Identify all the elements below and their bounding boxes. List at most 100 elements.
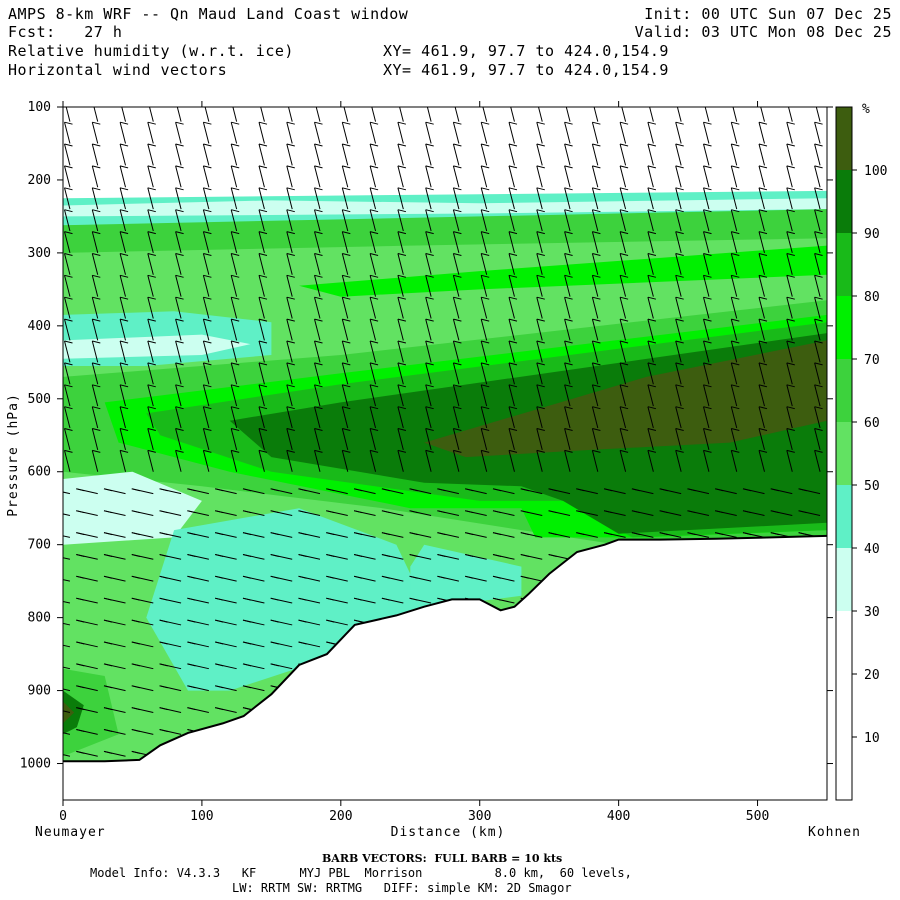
wind-barb-feather <box>286 143 295 147</box>
wind-barb-feather <box>65 100 73 102</box>
wind-barb-feather <box>314 209 323 213</box>
wind-barb <box>91 297 99 319</box>
wind-barb-feather <box>465 510 474 514</box>
wind-barb-feather <box>742 488 752 492</box>
wind-barb-feather <box>369 340 379 344</box>
y-tick-label: 800 <box>28 611 51 626</box>
wind-barb <box>64 297 71 319</box>
wind-barb <box>341 209 349 232</box>
wind-barb <box>314 122 321 144</box>
wind-barb-feather <box>64 296 73 300</box>
wind-barb <box>175 209 182 232</box>
wind-barb <box>814 406 821 429</box>
wind-barb <box>758 428 765 450</box>
wind-barb <box>452 450 460 472</box>
wind-barb-feather <box>536 209 545 213</box>
wind-barb-feather <box>592 121 601 125</box>
wind-barb-feather <box>398 100 406 102</box>
wind-barb <box>341 450 349 472</box>
wind-barb <box>452 340 460 363</box>
wind-barb <box>147 107 154 122</box>
wind-barb-feather <box>453 362 462 366</box>
wind-barb-feather <box>286 296 295 300</box>
wind-barb <box>508 107 515 122</box>
wind-barb <box>314 187 321 210</box>
wind-barb <box>508 187 515 210</box>
wind-barb-feather <box>647 428 657 431</box>
wind-barb-feather <box>64 449 73 453</box>
wind-barb-feather <box>592 274 601 278</box>
wind-barb <box>341 187 349 210</box>
wind-barb-feather <box>381 597 391 601</box>
wind-barb-feather <box>631 488 641 492</box>
wind-barb-feather <box>814 165 823 169</box>
wind-barb-feather <box>270 554 279 557</box>
wind-barb <box>258 209 265 232</box>
wind-barb-feather <box>492 510 502 514</box>
wind-barb-feather <box>564 143 573 147</box>
wind-barb <box>675 297 682 319</box>
wind-barb-feather <box>369 165 379 169</box>
wind-barb <box>369 165 377 188</box>
wind-barb-feather <box>619 384 629 388</box>
wind-barb-feather <box>159 554 168 557</box>
wind-barb <box>591 428 599 450</box>
wind-barb-feather <box>369 253 379 256</box>
wind-barb <box>258 275 265 297</box>
wind-barb-feather <box>592 165 601 169</box>
wind-barb-feather <box>564 165 573 169</box>
wind-barb <box>619 107 627 122</box>
wind-barb <box>91 107 99 122</box>
wind-barb <box>536 384 543 407</box>
colorbar-segment <box>836 674 852 737</box>
wind-barb-feather <box>687 510 696 514</box>
wind-barb-feather <box>703 406 712 410</box>
wind-barb-feather <box>425 362 434 366</box>
wind-barb <box>480 297 488 319</box>
wind-barb-feather <box>453 428 462 431</box>
wind-barb-feather <box>231 253 240 256</box>
wind-barb <box>369 318 377 341</box>
wind-barb-feather <box>536 362 545 366</box>
wind-barb <box>341 275 349 297</box>
wind-barb-feather <box>603 532 613 536</box>
wind-barb <box>397 362 404 385</box>
wind-barb-feather <box>215 707 224 711</box>
wind-barb <box>286 450 293 472</box>
wind-barb <box>425 428 432 450</box>
wind-barb-feather <box>409 532 418 536</box>
wind-barb <box>564 318 571 341</box>
wind-barb <box>703 275 710 297</box>
wind-barb <box>758 107 765 122</box>
wind-barb-feather <box>758 340 768 344</box>
wind-barb-feather <box>49 576 57 578</box>
wind-barb-feather <box>731 121 740 125</box>
wind-barb <box>230 187 238 210</box>
wind-barb-feather <box>397 340 407 344</box>
wind-barb-feather <box>103 729 113 732</box>
wind-barb <box>202 318 210 341</box>
colorbar-tick-label: 90 <box>864 227 880 242</box>
x-tick-label: 100 <box>190 809 213 824</box>
wind-barb-feather <box>564 318 573 322</box>
wind-barb <box>258 231 265 254</box>
wind-barb-feather <box>314 362 323 366</box>
wind-barb-feather <box>203 143 212 147</box>
x-axis: 0 100 200 300 400 500 <box>59 101 769 824</box>
wind-barb <box>703 187 710 210</box>
wind-barb-feather <box>286 362 295 366</box>
wind-barb <box>91 122 99 144</box>
wind-barb-feather <box>564 121 573 125</box>
wind-barb <box>63 750 71 757</box>
y-tick-label: 700 <box>28 538 51 553</box>
wind-barb-feather <box>814 362 823 366</box>
wind-barb <box>508 209 515 232</box>
wind-barb-feather <box>369 362 379 366</box>
wind-barb-feather <box>786 253 795 256</box>
wind-barb <box>91 428 99 450</box>
wind-barb-feather <box>286 406 295 410</box>
wind-barb <box>175 275 182 297</box>
wind-barb-feather <box>92 274 101 278</box>
wind-barb-feather <box>103 707 113 711</box>
